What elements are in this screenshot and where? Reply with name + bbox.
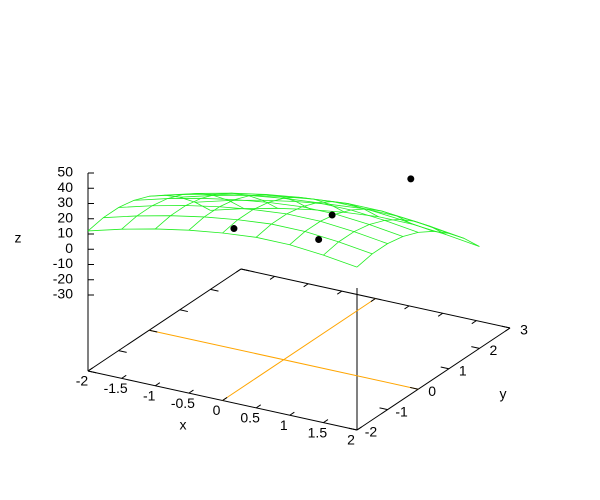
surface-column [222, 196, 346, 234]
x-tick [236, 268, 242, 273]
z-tick-label: 30 [57, 194, 73, 210]
floor-edge [356, 327, 511, 431]
x-tick [303, 283, 309, 288]
z-tick-label: 20 [57, 209, 73, 225]
data-point [230, 225, 238, 233]
x-tick [505, 327, 511, 332]
y-tick [440, 366, 449, 370]
x-tick-label: 0.5 [240, 410, 260, 426]
y-tick [410, 386, 419, 390]
x-tick [87, 367, 93, 372]
surface-row [133, 197, 404, 237]
z-tick-label: -20 [53, 270, 73, 286]
y-zeroaxis [222, 298, 376, 401]
y-tick [348, 427, 358, 431]
z-tick-label: -10 [53, 255, 73, 271]
x-tick [323, 419, 329, 424]
x-tick [255, 404, 261, 409]
y-tick-label: 2 [490, 342, 498, 358]
data-point [328, 211, 336, 219]
x-tick [188, 389, 194, 394]
x-tick-label: 2 [347, 432, 355, 448]
y-tick-label: -2 [365, 424, 378, 440]
x-tick [154, 382, 161, 387]
surface-column [323, 218, 446, 256]
x-tick [437, 312, 444, 317]
y-tick [501, 325, 511, 329]
x-tick [222, 397, 228, 401]
z-tick-label: 40 [57, 179, 73, 195]
x-tick [356, 426, 362, 431]
y-tick-label: 1 [459, 363, 467, 379]
x-tick-label: -0.5 [171, 395, 195, 411]
y-tick [471, 346, 480, 349]
x-tick [404, 305, 410, 310]
surface-row [210, 207, 480, 247]
x-tick-label: -1.5 [104, 380, 128, 396]
x-axis-label: x [180, 417, 187, 433]
z-tick-label: 0 [65, 240, 73, 256]
surface-column [356, 230, 480, 268]
y-tick [210, 288, 219, 292]
x-tick [337, 290, 343, 295]
y-tick [87, 370, 97, 374]
x-tick [471, 320, 477, 325]
surface-column [154, 192, 278, 230]
z-tick-label: 50 [57, 164, 73, 180]
data-point [315, 236, 323, 244]
surface-column [121, 193, 245, 230]
y-tick [118, 350, 127, 353]
floor-edge [87, 268, 242, 372]
y-tick [179, 309, 188, 313]
x-tick [289, 411, 295, 416]
surface-column [87, 194, 211, 232]
y-tick [240, 268, 250, 272]
y-tick-label: 0 [428, 383, 436, 399]
data-point [407, 175, 415, 183]
x-tick [269, 275, 275, 280]
surface-column [289, 208, 413, 246]
x-tick [370, 298, 376, 302]
y-axis-label: y [500, 386, 507, 402]
y-tick-label: -1 [395, 403, 408, 419]
x-tick-label: 1.5 [308, 424, 328, 440]
surface-column [255, 201, 379, 238]
z-tick-label: 10 [57, 225, 73, 241]
x-tick-label: -2 [76, 373, 89, 389]
surface-column [188, 194, 312, 231]
x-tick-label: -1 [143, 387, 156, 403]
x-tick-label: 0 [213, 402, 221, 418]
surface-row [164, 192, 434, 232]
y-tick [379, 407, 388, 411]
x-tick-label: 1 [280, 417, 288, 433]
x-tick [121, 374, 127, 379]
z-tick-label: -30 [53, 286, 73, 302]
y-tick-label: 3 [520, 322, 528, 338]
z-axis-label: z [15, 230, 22, 246]
y-tick [149, 329, 158, 333]
